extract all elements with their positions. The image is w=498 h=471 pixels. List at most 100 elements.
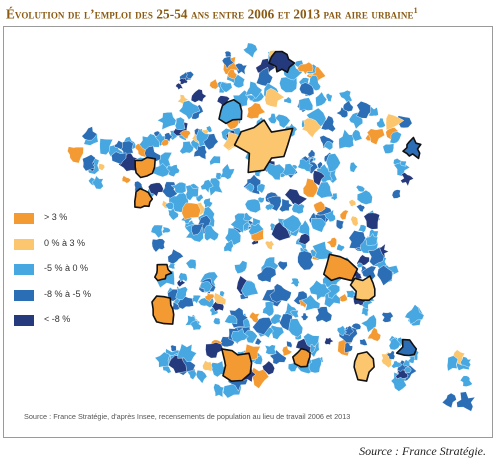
urban-area [325,93,333,102]
urban-area [264,344,277,355]
urban-area [246,102,266,119]
urban-area [204,292,215,302]
urban-area [395,369,408,379]
urban-area [356,262,364,269]
urban-area [114,140,123,150]
urban-area [336,243,345,252]
urban-area [162,226,171,234]
urban-area [244,198,261,213]
urban-areas-map [67,42,476,412]
legend-swatch-gt3 [14,213,34,224]
urban-area [317,161,323,170]
urban-area [400,160,407,167]
urban-area [264,88,285,108]
urban-area [350,215,359,227]
urban-area [175,286,188,301]
urban-area [351,323,362,331]
figure-title-note: 1 [413,6,418,15]
urban-area [357,189,373,205]
urban-area [308,357,322,374]
urban-area [178,100,201,120]
urban-area-niort [154,263,173,282]
map-source-note: Source : France Stratégie, d'après Insee… [24,412,351,421]
urban-area [363,212,380,230]
urban-area [298,97,314,111]
urban-area [355,185,366,192]
urban-area-strasbourg [402,136,422,160]
urban-area-paris [233,119,294,174]
urban-area-toulouse [221,348,253,382]
urban-area [244,182,255,192]
urban-area [282,214,302,233]
urban-area-bordeaux [151,295,175,325]
urban-area [309,280,332,301]
urban-area [400,172,414,187]
urban-area [186,71,194,79]
urban-area [185,259,197,270]
urban-area [248,222,264,236]
legend-label-0to3: 0 % à 3 % [44,238,86,248]
urban-area-lille [268,50,296,74]
urban-area [283,96,292,104]
urban-area [357,224,367,233]
urban-area [190,88,207,103]
urban-area [361,265,377,280]
page-source: Source : France Stratégie. [359,444,486,458]
urban-area [167,248,184,265]
urban-area [367,327,381,342]
urban-area [338,129,356,150]
urban-area [151,238,166,253]
legend-label-ltm8: < -8 % [44,314,71,324]
urban-area [241,280,259,297]
map-frame: > 3 % 0 % à 3 % -5 % à 0 % -8 % à -5 % <… [3,26,493,438]
urban-area [203,133,219,151]
urban-area [200,281,213,293]
urban-area [368,105,379,117]
urban-area [231,328,249,343]
urban-area [339,209,349,220]
urban-area [324,209,336,223]
urban-area-grenoble [349,275,376,301]
urban-area [91,175,104,190]
urban-area [288,318,303,338]
urban-area [179,141,195,155]
urban-area-nantes [134,187,154,209]
urban-area [175,82,184,90]
urban-area [376,118,386,129]
urban-area [227,68,237,80]
urban-area [348,199,356,207]
urban-area [366,128,385,145]
urban-area [215,172,223,180]
legend-swatch-ltm8 [14,315,34,326]
urban-area [286,340,293,348]
urban-area [290,310,299,318]
urban-area [282,345,293,357]
urban-area [297,158,314,172]
urban-area-lyon [323,253,359,282]
urban-area [98,163,105,171]
urban-area [223,239,234,253]
urban-area [204,224,219,241]
urban-area [219,81,233,93]
urban-area [277,260,288,271]
urban-area [213,383,225,398]
urban-area [195,370,208,384]
urban-area [162,364,172,374]
urban-area [213,317,221,325]
urban-area [178,272,188,283]
urban-area [154,351,170,368]
urban-area [256,266,277,283]
urban-area [367,247,385,266]
urban-area [179,77,188,85]
urban-area [200,179,214,194]
urban-area-rouen [218,98,243,125]
urban-area [282,163,297,176]
urban-area [197,297,215,308]
urban-area [262,301,275,317]
urban-area [326,237,337,248]
urban-area [185,184,199,201]
urban-area [275,114,291,129]
urban-area [326,153,341,173]
legend-label-gt3: > 3 % [44,212,68,222]
urban-area [391,189,401,199]
